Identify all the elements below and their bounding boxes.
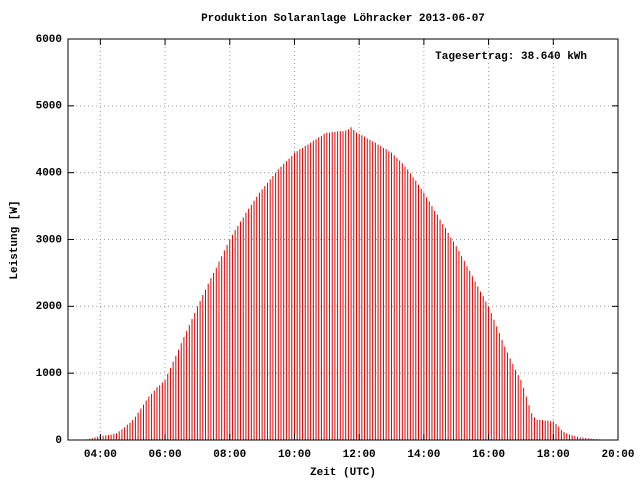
- x-tick-label: 16:00: [472, 449, 505, 461]
- x-tick-label: 06:00: [149, 449, 182, 461]
- x-tick-label: 10:00: [278, 449, 311, 461]
- plot-area: [68, 38, 619, 441]
- x-tick-label: 12:00: [343, 449, 376, 461]
- y-tick-label: 2000: [36, 301, 62, 313]
- x-tick-label: 08:00: [213, 449, 246, 461]
- y-tick-label: 5000: [36, 101, 62, 113]
- y-tick-label: 0: [55, 435, 62, 447]
- y-tick-label: 1000: [36, 368, 62, 380]
- y-axis-label: Leistung [W]: [9, 200, 21, 279]
- chart-title: Produktion Solaranlage Löhracker 2013-06…: [201, 13, 485, 25]
- annotation: Tagesertrag: 38.640 kWh: [435, 51, 587, 63]
- y-tick-label: 3000: [36, 234, 62, 246]
- x-tick-label: 20:00: [601, 449, 634, 461]
- x-tick-label: 18:00: [537, 449, 570, 461]
- x-tick-label: 14:00: [407, 449, 440, 461]
- y-tick-label: 6000: [36, 34, 62, 46]
- y-tick-label: 4000: [36, 168, 62, 180]
- x-axis-label: Zeit (UTC): [310, 467, 376, 479]
- x-tick-label: 04:00: [84, 449, 117, 461]
